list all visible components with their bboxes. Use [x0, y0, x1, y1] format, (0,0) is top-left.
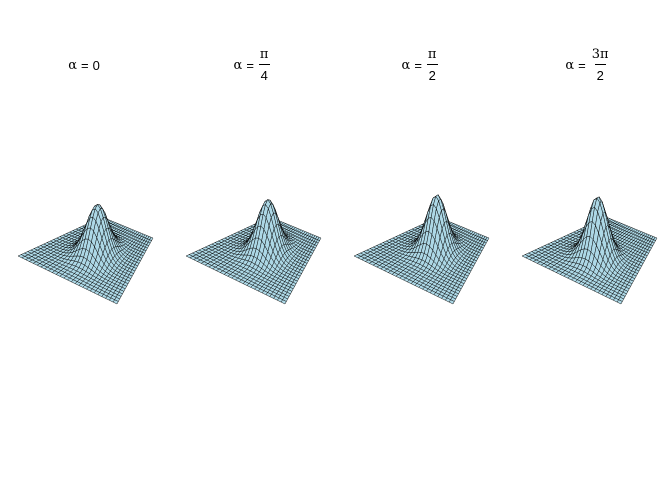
equals-sign: = — [414, 57, 422, 73]
surface-plot-svg — [353, 194, 490, 305]
surface-plot-svg — [185, 198, 322, 305]
panel-title: α = π 2 — [336, 40, 504, 90]
fraction-denominator: 2 — [426, 64, 438, 82]
alpha-symbol: α — [233, 57, 243, 73]
fraction-numerator: 3π — [591, 47, 609, 62]
mesh-facet — [485, 236, 490, 241]
mesh-facet — [149, 236, 154, 241]
fraction-denominator: 4 — [258, 64, 270, 82]
alpha-fraction: 3π 2 — [590, 48, 611, 82]
surface-plot — [336, 160, 504, 340]
alpha-fraction: π 4 — [258, 48, 271, 82]
panel-alpha-pi-over-2: α = π 2 — [336, 0, 504, 480]
alpha-fraction: π 2 — [426, 48, 439, 82]
mesh-surface — [353, 194, 490, 305]
alpha-value: 0 — [92, 57, 100, 73]
panel-alpha-3pi-over-2: α = 3π 2 — [504, 0, 672, 480]
fraction-numerator: π — [427, 47, 437, 62]
alpha-symbol: α — [401, 57, 411, 73]
alpha-symbol: α — [565, 57, 575, 73]
mesh-surface — [521, 196, 658, 305]
surface-plot-svg — [521, 196, 658, 305]
surface-plot-svg — [17, 203, 154, 305]
panel-alpha-0: α = 0 — [0, 0, 168, 480]
surface-plot — [504, 160, 672, 340]
mesh-facet — [317, 236, 322, 241]
surface-plot — [168, 160, 336, 340]
alpha-symbol: α — [68, 57, 77, 73]
fraction-denominator: 2 — [594, 64, 606, 82]
equals-sign: = — [578, 57, 586, 73]
mesh-surface — [185, 198, 322, 305]
panel-alpha-pi-over-4: α = π 4 — [168, 0, 336, 480]
panel-title: α = 0 — [0, 40, 168, 90]
equals-sign: = — [246, 57, 254, 73]
mesh-surface — [17, 203, 154, 305]
mesh-facet — [653, 236, 658, 241]
fraction-numerator: π — [259, 47, 269, 62]
panel-title: α = π 4 — [168, 40, 336, 90]
equals-sign: = — [80, 57, 89, 73]
panel-title: α = 3π 2 — [504, 40, 672, 90]
surface-plot — [0, 160, 168, 340]
